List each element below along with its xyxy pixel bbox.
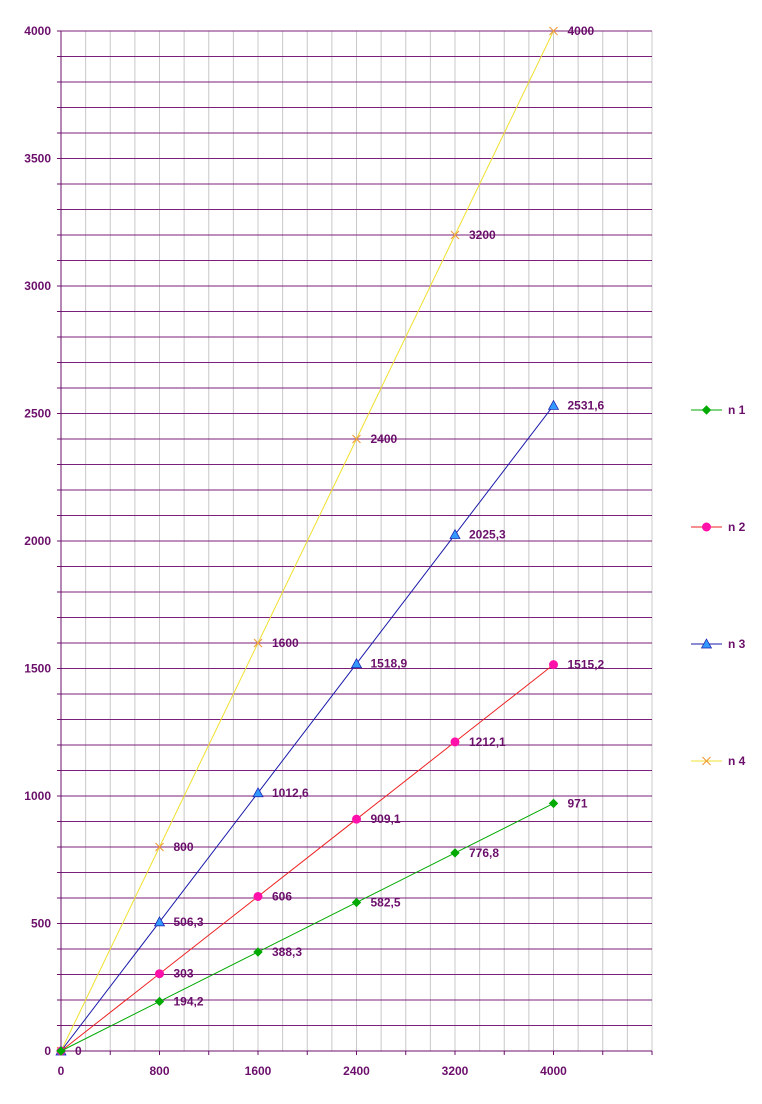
legend-label: n 1 (728, 403, 746, 417)
y-tick-label: 1500 (24, 662, 51, 676)
series-point-marker (450, 737, 460, 747)
data-label: 194,2 (174, 994, 204, 1008)
data-label: 388,3 (272, 945, 302, 959)
series-point-marker (252, 787, 264, 798)
data-label: 800 (174, 840, 194, 854)
series-point-marker (549, 26, 558, 36)
y-tick-label: 3500 (24, 152, 51, 166)
series-point-marker (547, 399, 560, 410)
data-label: 971 (568, 796, 588, 810)
x-tick-label: 3200 (442, 1064, 469, 1078)
series-point-marker (351, 897, 362, 908)
series-point-marker (153, 916, 166, 927)
data-label: 1518,9 (371, 657, 408, 671)
y-tick-label: 0 (44, 1044, 51, 1058)
series-point-marker (352, 434, 361, 444)
series-n-3 (55, 399, 560, 1056)
y-tick-label: 500 (31, 917, 51, 931)
legend-item: n 2 (691, 520, 746, 534)
series-point-marker (549, 660, 558, 670)
series-point-marker (155, 969, 164, 979)
data-label: 1515,2 (568, 658, 605, 672)
series-point-marker (450, 230, 460, 240)
series-point-marker (253, 891, 263, 901)
data-label: 2400 (371, 432, 398, 446)
legend-item: n 4 (691, 754, 746, 768)
legend-label: n 2 (728, 520, 746, 534)
series-line (60, 802, 554, 1052)
tick-marks (57, 30, 653, 1055)
data-label: 303 (174, 967, 194, 981)
series-point-marker (350, 657, 363, 669)
series-point-marker (701, 405, 712, 415)
data-label: 3200 (469, 228, 496, 242)
series-point-marker (700, 638, 713, 649)
y-tick-label: 1000 (24, 789, 51, 803)
data-label: 2025,3 (469, 528, 506, 542)
y-tick-label: 4000 (24, 24, 51, 38)
series-point-marker (56, 1046, 66, 1056)
legend-label: n 3 (728, 637, 746, 651)
data-label: 1600 (272, 636, 299, 650)
data-label: 2531,6 (568, 398, 605, 412)
series-line (60, 664, 554, 1052)
legend-label: n 4 (728, 754, 746, 768)
data-label: 1012,6 (272, 786, 309, 800)
series-line (60, 405, 554, 1052)
legend: n 1 n 2 n 3 n 4 (691, 403, 746, 768)
x-tick-label: 2400 (343, 1064, 370, 1078)
series-n-1 (56, 798, 559, 1056)
x-tick-label: 1600 (245, 1064, 272, 1078)
data-label: 506,3 (174, 915, 204, 929)
series-point-marker (702, 522, 711, 532)
series-point-marker (155, 842, 164, 852)
series-point-marker (154, 996, 165, 1007)
series-line (60, 30, 554, 1052)
data-label: 582,5 (371, 895, 401, 909)
series-point-marker (352, 814, 361, 824)
data-label: 4000 (568, 24, 595, 38)
series-point-marker (548, 798, 559, 809)
series-point-marker (253, 947, 263, 957)
data-label: 606 (272, 889, 292, 903)
series-point-marker (702, 756, 711, 766)
series-point-marker (253, 638, 263, 648)
data-label: 0 (75, 1044, 82, 1058)
y-tick-label: 3000 (24, 279, 51, 293)
legend-item: n 3 (691, 637, 746, 651)
legend-item: n 1 (691, 403, 746, 417)
y-tick-label: 2500 (24, 407, 51, 421)
series-point-marker (449, 528, 461, 539)
x-tick-label: 4000 (540, 1064, 567, 1078)
data-label: 1212,1 (469, 735, 506, 749)
series-point-marker (450, 848, 460, 858)
x-tick-label: 0 (58, 1064, 65, 1078)
data-label: 776,8 (469, 846, 499, 860)
x-tick-label: 800 (149, 1064, 169, 1078)
data-label: 909,1 (371, 812, 401, 826)
y-tick-label: 2000 (24, 534, 51, 548)
